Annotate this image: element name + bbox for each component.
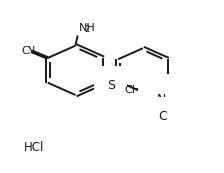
Text: HCl: HCl <box>24 141 44 154</box>
Text: N: N <box>157 93 166 106</box>
Text: 11: 11 <box>150 112 160 121</box>
Text: N: N <box>27 46 35 56</box>
Text: C: C <box>22 46 29 56</box>
Text: 3: 3 <box>140 87 146 96</box>
Text: S: S <box>107 79 115 92</box>
Text: NH: NH <box>79 23 96 33</box>
Text: CH: CH <box>124 85 140 95</box>
Text: C: C <box>158 110 167 123</box>
Text: 2: 2 <box>84 25 89 34</box>
